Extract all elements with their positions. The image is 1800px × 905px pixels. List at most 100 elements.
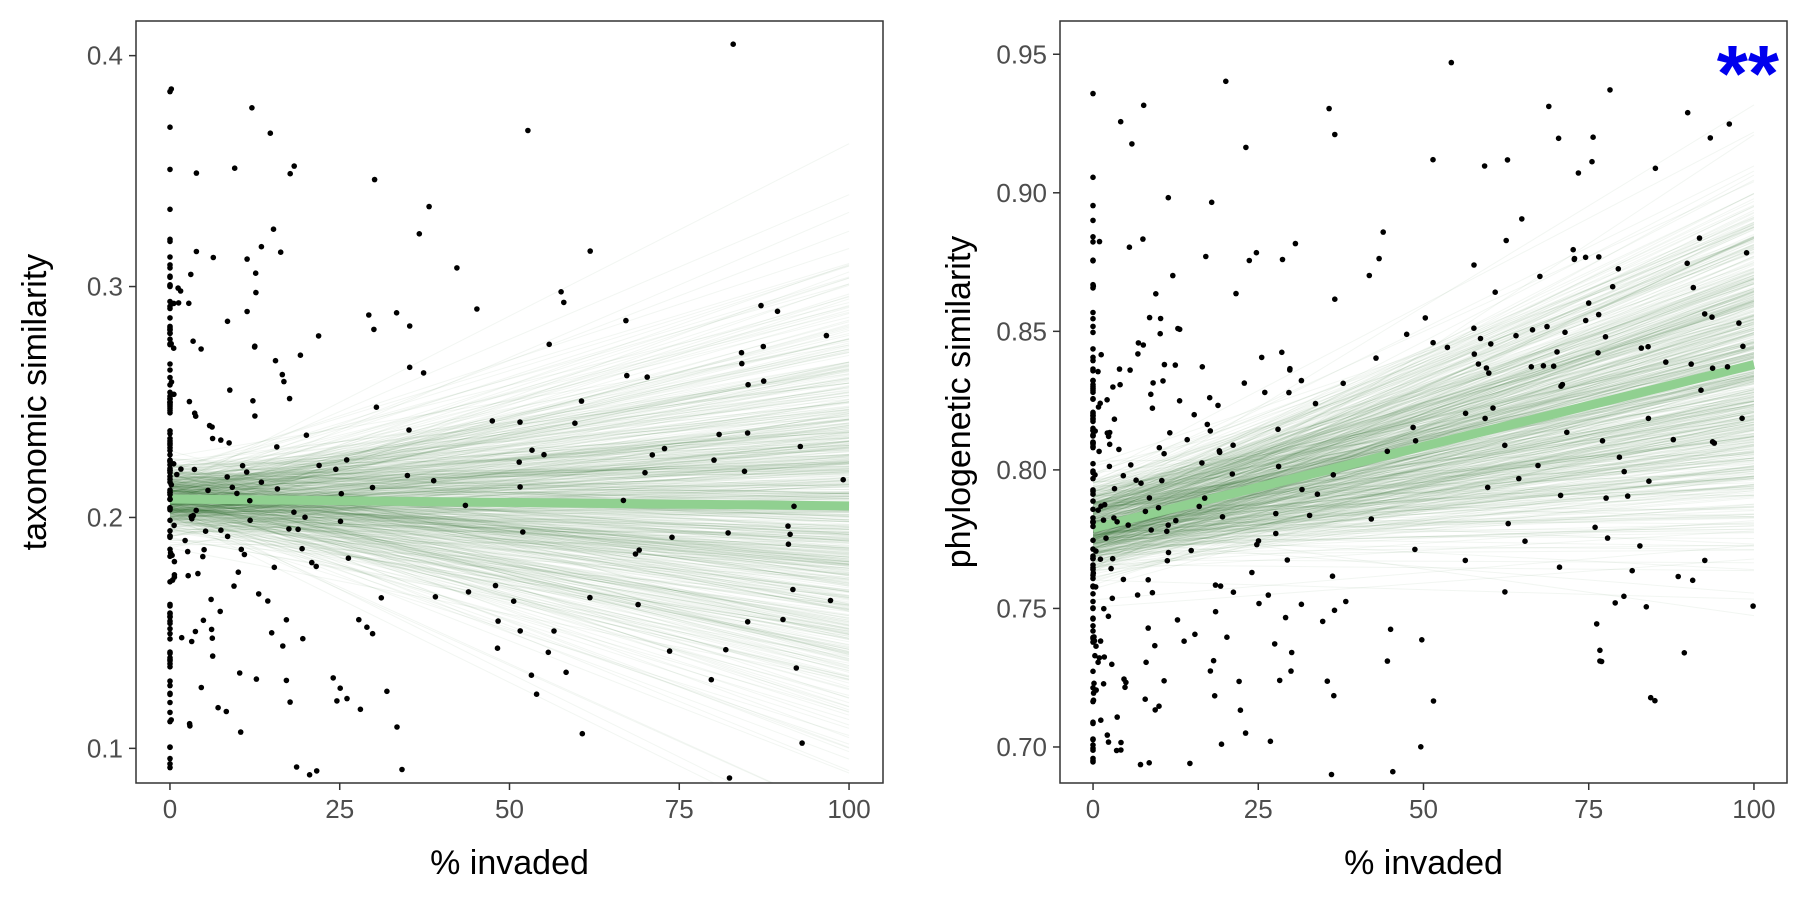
data-point [1698,387,1704,393]
data-point [1326,106,1332,112]
data-point [1170,273,1176,279]
data-point [224,709,230,715]
data-point [167,428,173,434]
data-point [1727,121,1733,127]
data-point [1293,241,1299,247]
data-point [1096,404,1102,410]
data-point [1621,469,1627,475]
y-tick-label: 0.4 [87,41,123,71]
data-point [1430,340,1436,346]
x-tick-label: 100 [1732,794,1775,824]
data-point [1127,367,1133,373]
y-tick-label: 0.1 [87,733,123,763]
data-point [287,699,293,705]
x-tick-label: 25 [1244,794,1273,824]
data-point [284,678,290,684]
data-point [1219,741,1225,747]
data-point [1157,331,1163,337]
data-point [1376,256,1382,262]
data-point [1273,531,1279,537]
data-point [669,535,675,541]
data-point [192,467,198,473]
data-point [1090,378,1096,384]
data-point [624,373,630,379]
data-point [1637,543,1643,549]
data-point [1147,315,1153,321]
data-point [1478,336,1484,342]
data-point [167,745,173,751]
data-point [662,446,668,452]
data-point [167,603,173,609]
data-point [517,484,523,490]
data-point [167,440,173,446]
data-point [1329,772,1335,778]
data-point [284,617,290,623]
data-point [1138,480,1144,486]
data-point [1090,441,1096,447]
data-point [1603,495,1609,501]
data-point [167,207,173,213]
data-point [1702,558,1708,564]
data-point [1164,529,1170,535]
data-point [529,447,535,453]
data-point [407,323,413,329]
data-point [225,534,231,540]
data-point [1128,462,1134,468]
data-point [1243,730,1249,736]
data-point [1090,591,1096,597]
data-point [1090,699,1096,705]
data-point [218,437,224,443]
data-point [1090,175,1096,181]
data-point [791,504,797,510]
data-point [1153,291,1159,297]
data-point [1098,556,1104,562]
data-point [546,342,552,348]
data-point [739,350,745,356]
data-point [1107,464,1113,470]
data-point [1148,527,1154,533]
data-point [1744,250,1750,256]
data-point [185,573,191,579]
data-point [187,723,193,729]
data-point [1090,599,1096,605]
data-point [1121,473,1127,479]
data-point [1127,244,1133,250]
data-point [273,358,279,364]
data-point [1150,380,1156,386]
data-point [511,598,517,604]
data-point [179,635,185,641]
data-point [1289,650,1295,656]
data-point [635,602,641,608]
data-point [1098,503,1104,509]
data-point [1471,262,1477,268]
data-point [1224,634,1230,640]
data-point [1332,296,1338,302]
data-point [1238,707,1244,713]
posterior-line [1093,565,1754,571]
data-point [1090,396,1096,402]
data-point [1320,619,1326,625]
data-point [1181,638,1187,644]
data-point [1160,378,1166,384]
data-point [1121,676,1127,682]
data-point [1541,363,1547,369]
data-point [231,583,237,589]
data-point [1388,627,1394,633]
data-point [621,498,627,504]
data-point [171,461,177,467]
data-point [1299,378,1305,384]
data-point [1220,514,1226,520]
data-point [1096,449,1102,455]
data-point [1090,524,1096,530]
y-tick-label: 0.85 [996,316,1047,346]
data-point [302,514,308,520]
data-point [1570,247,1576,253]
data-point [194,249,200,255]
data-point [1373,355,1379,361]
data-point [1117,382,1123,388]
data-point [1090,538,1096,544]
data-point [384,689,390,695]
data-point [300,636,306,642]
data-point [167,547,173,553]
